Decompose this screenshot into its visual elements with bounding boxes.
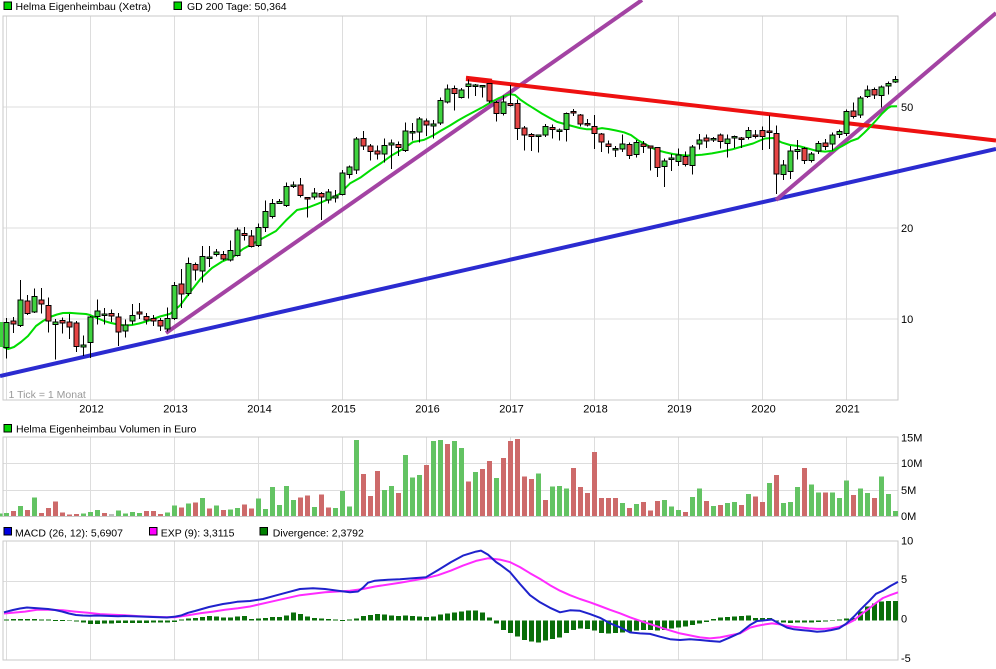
- svg-text:2021: 2021: [835, 404, 859, 416]
- svg-text:2012: 2012: [79, 404, 103, 416]
- svg-text:15M: 15M: [901, 432, 922, 444]
- svg-text:0M: 0M: [901, 511, 916, 523]
- svg-text:1 Tick = 1 Monat: 1 Tick = 1 Monat: [9, 389, 86, 401]
- svg-text:2014: 2014: [247, 404, 271, 416]
- svg-text:10: 10: [901, 314, 913, 326]
- svg-text:5M: 5M: [901, 485, 916, 497]
- svg-text:2017: 2017: [499, 404, 523, 416]
- svg-text:50: 50: [901, 102, 913, 114]
- svg-text:MACD (26, 12): 5,6907: MACD (26, 12): 5,6907: [15, 527, 123, 539]
- svg-text:10M: 10M: [901, 458, 922, 470]
- svg-text:EXP (9): 3,3115: EXP (9): 3,3115: [161, 527, 235, 539]
- svg-text:2020: 2020: [751, 404, 775, 416]
- svg-text:2016: 2016: [415, 404, 439, 416]
- svg-text:0: 0: [901, 613, 907, 625]
- svg-text:5: 5: [901, 574, 907, 586]
- svg-text:2019: 2019: [667, 404, 691, 416]
- svg-text:20: 20: [901, 223, 913, 235]
- svg-text:GD 200 Tage: 50,364: GD 200 Tage: 50,364: [187, 1, 287, 13]
- svg-text:Helma Eigenheimbau Volumen in: Helma Eigenheimbau Volumen in Euro: [16, 424, 197, 436]
- svg-text:10: 10: [901, 535, 913, 547]
- svg-text:Divergence: 2,3792: Divergence: 2,3792: [273, 527, 364, 539]
- svg-text:2015: 2015: [331, 404, 355, 416]
- svg-text:-5: -5: [901, 653, 911, 665]
- svg-text:2018: 2018: [583, 404, 607, 416]
- svg-text:Helma Eigenheimbau (Xetra): Helma Eigenheimbau (Xetra): [16, 1, 151, 13]
- svg-text:2013: 2013: [163, 404, 187, 416]
